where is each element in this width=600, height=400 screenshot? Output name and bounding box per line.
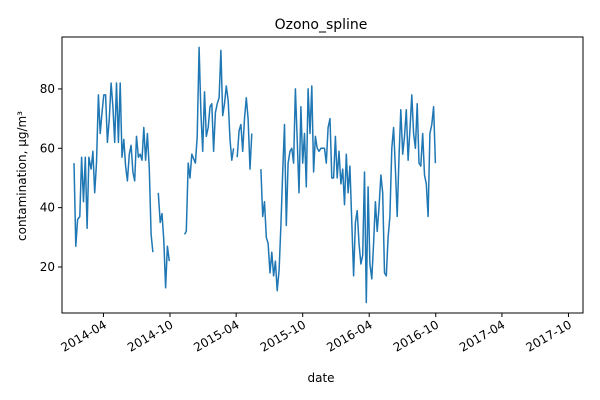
series-layer — [73, 46, 437, 304]
y-axis-title: contamination, µg/m³ — [15, 111, 29, 241]
y-tick-label: 40 — [40, 201, 55, 215]
x-axis-title: date — [307, 371, 334, 385]
y-tick-label: 20 — [40, 260, 55, 274]
series-line-segment — [157, 192, 171, 289]
y-axis-ticks: 20 40 60 80 — [40, 82, 62, 274]
y-tick-label: 60 — [40, 141, 55, 155]
series-line-segment — [236, 97, 253, 170]
series-line-segment — [260, 85, 437, 304]
chart-title: Ozono_spline — [275, 17, 368, 33]
plot-frame — [61, 36, 584, 314]
series-line-segment — [183, 46, 235, 235]
series-line-segment — [73, 82, 154, 253]
y-tick-label: 80 — [40, 82, 55, 96]
